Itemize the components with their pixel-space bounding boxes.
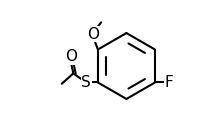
Text: F: F	[164, 75, 173, 90]
Text: S: S	[81, 75, 91, 90]
Text: O: O	[65, 49, 77, 64]
Text: O: O	[87, 27, 99, 42]
